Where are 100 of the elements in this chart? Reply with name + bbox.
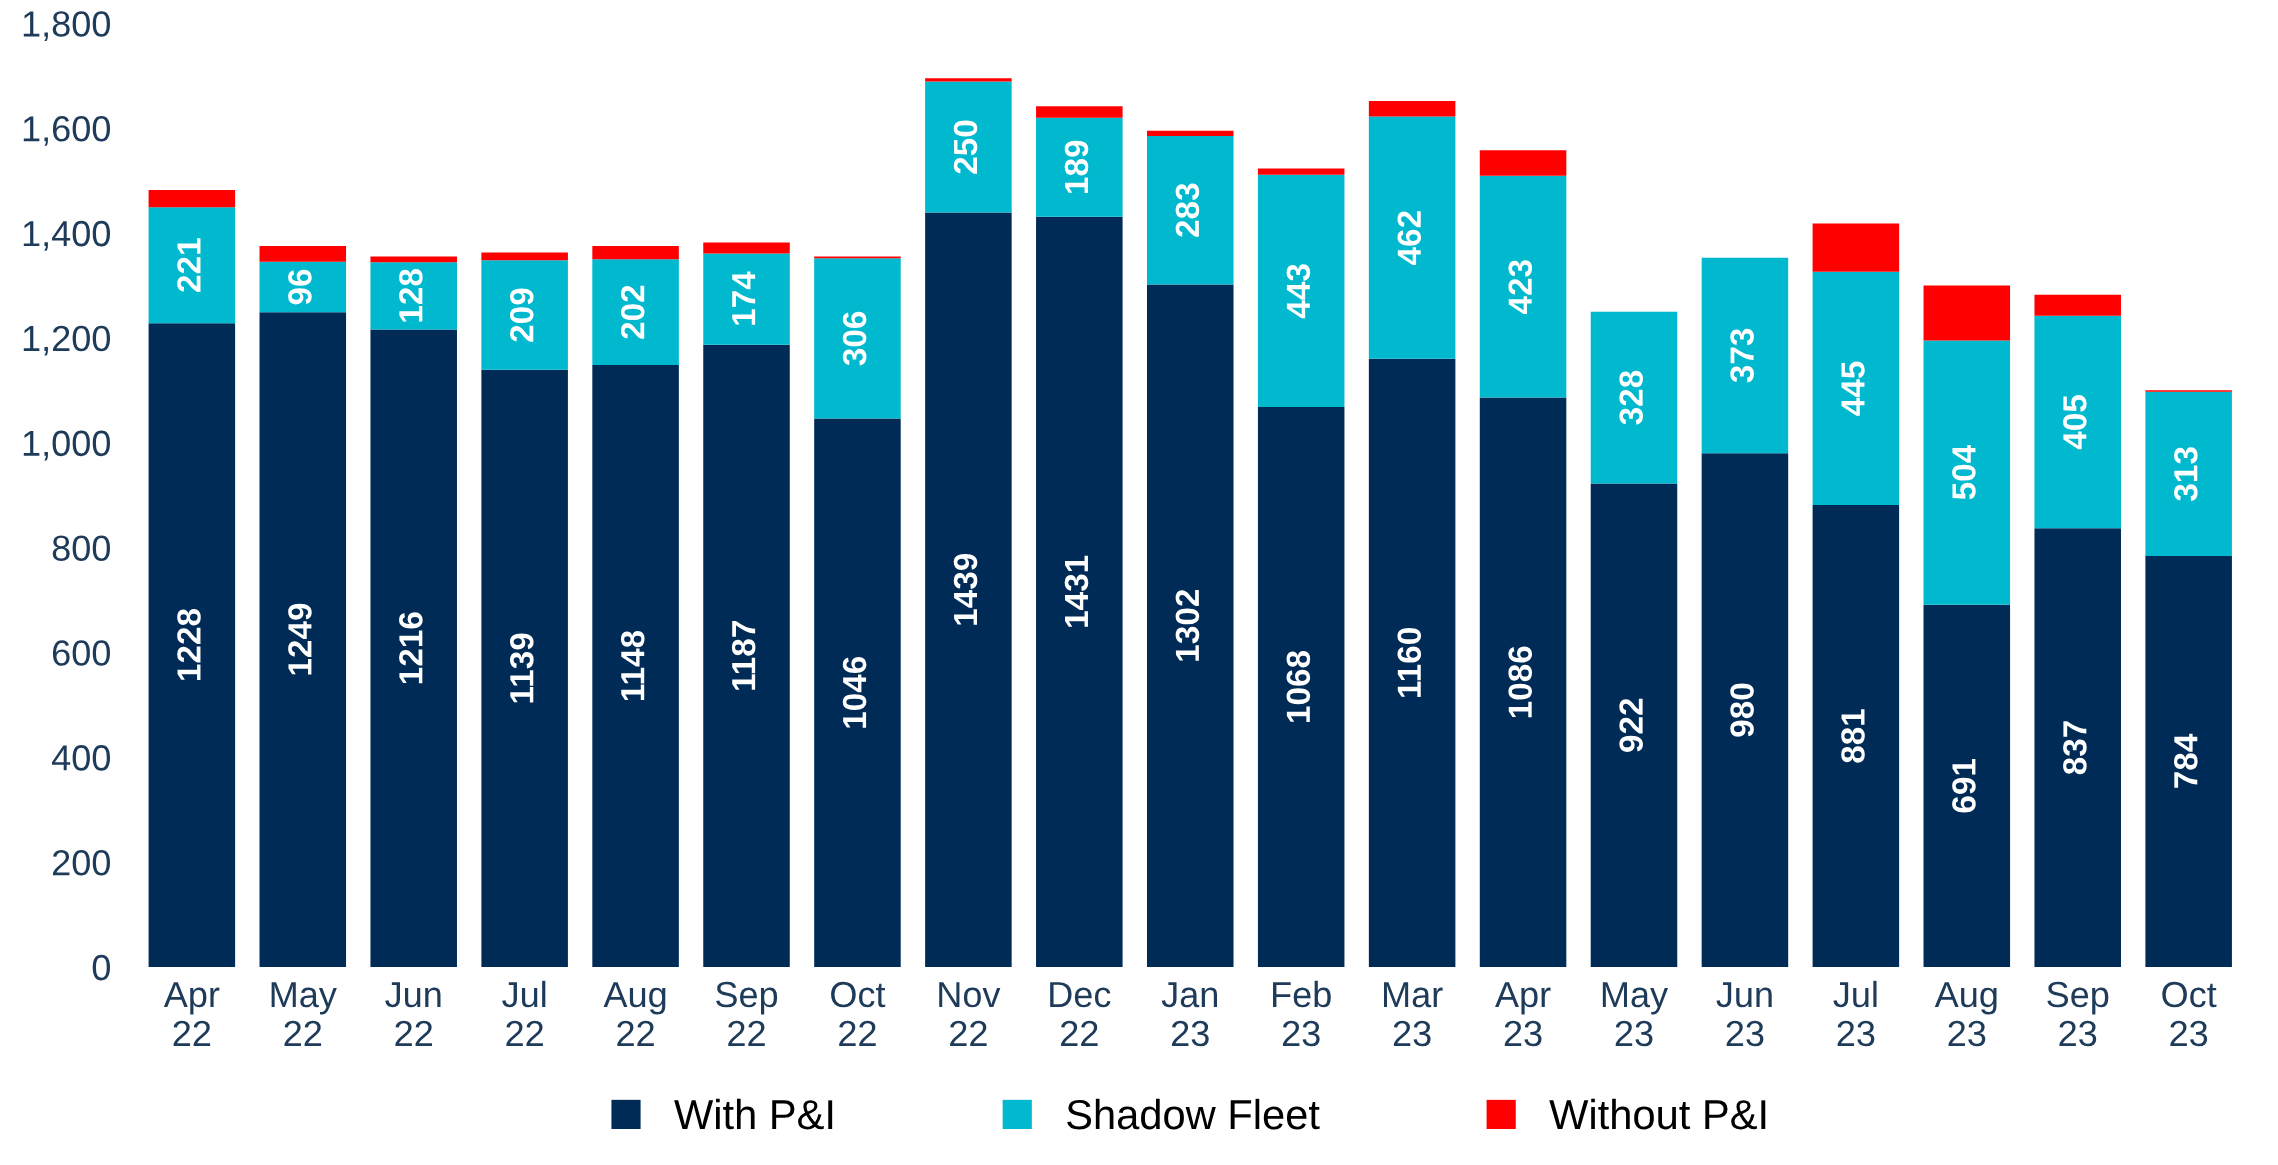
y-tick-label: 1,000 bbox=[23, 430, 110, 461]
bar bbox=[481, 369, 568, 967]
data-label: 96 bbox=[288, 269, 312, 305]
bar bbox=[1479, 175, 1567, 398]
bar bbox=[1257, 407, 1345, 967]
y-tick-label: 1,600 bbox=[23, 116, 110, 146]
data-label: 1431 bbox=[1064, 555, 1089, 627]
bar bbox=[148, 207, 236, 324]
x-tick-label: Sep 23 bbox=[2047, 981, 2109, 1047]
x-tick-label: Oct 22 bbox=[831, 981, 886, 1046]
bar bbox=[2034, 528, 2121, 967]
bar bbox=[1368, 100, 1456, 117]
x-tick-label: Apr 23 bbox=[1495, 982, 1551, 1047]
y-tick-label: 1,400 bbox=[23, 220, 110, 251]
data-label: 1228 bbox=[177, 609, 201, 681]
x-tick-label: May 22 bbox=[271, 982, 337, 1046]
bar bbox=[370, 329, 457, 967]
bar bbox=[1368, 116, 1456, 359]
y-tick-label: 800 bbox=[52, 535, 110, 561]
bar bbox=[592, 246, 679, 260]
bar bbox=[1812, 505, 1900, 967]
data-label: 221 bbox=[177, 238, 201, 292]
bar bbox=[1036, 117, 1123, 217]
data-label: 462 bbox=[1397, 211, 1422, 266]
bar bbox=[2034, 315, 2121, 529]
bar bbox=[1479, 397, 1567, 967]
data-label: 443 bbox=[1286, 264, 1311, 319]
x-tick-label: Mar 23 bbox=[1383, 982, 1443, 1047]
legend-label: Without P&I bbox=[1549, 1098, 1766, 1130]
data-label: 250 bbox=[953, 120, 978, 174]
y-tick-label: 600 bbox=[52, 640, 110, 666]
x-tick-label: Jan 23 bbox=[1161, 982, 1218, 1047]
bar bbox=[1146, 284, 1234, 967]
data-label: 373 bbox=[1730, 328, 1754, 383]
bar bbox=[1036, 106, 1123, 118]
data-label: 784 bbox=[2174, 733, 2198, 788]
data-label: 881 bbox=[1841, 709, 1865, 763]
bar bbox=[1146, 130, 1234, 137]
x-tick-label: Jul 22 bbox=[502, 980, 546, 1046]
bar bbox=[1701, 453, 1789, 967]
bar bbox=[1812, 271, 1900, 506]
bar bbox=[1923, 340, 2011, 605]
x-tick-label: Aug 23 bbox=[1934, 982, 1997, 1047]
bar bbox=[814, 258, 901, 419]
data-label: 1148 bbox=[620, 630, 645, 701]
bar bbox=[1590, 483, 1678, 967]
data-label: 128 bbox=[399, 269, 423, 322]
bar bbox=[814, 418, 901, 967]
bar bbox=[925, 78, 1012, 82]
x-tick-label: Jun 22 bbox=[385, 982, 441, 1046]
bar bbox=[2145, 555, 2232, 967]
bar bbox=[703, 253, 790, 345]
x-tick-label: Nov 22 bbox=[939, 982, 1001, 1046]
bar bbox=[1701, 257, 1789, 454]
data-label: 980 bbox=[1730, 683, 1754, 737]
data-label: 691 bbox=[1952, 758, 1976, 813]
x-tick-label: Apr 22 bbox=[163, 982, 220, 1046]
bar bbox=[370, 262, 457, 330]
bar bbox=[1590, 311, 1678, 484]
legend-label: With P&I bbox=[674, 1098, 833, 1130]
data-label: 837 bbox=[2063, 721, 2087, 775]
data-label: 1187 bbox=[731, 621, 756, 690]
data-label: 1086 bbox=[1508, 646, 1532, 718]
bar bbox=[1812, 223, 1900, 272]
x-tick-label: May 23 bbox=[1602, 982, 1669, 1047]
bar bbox=[703, 344, 790, 967]
data-label: 1046 bbox=[842, 656, 867, 728]
bar bbox=[592, 365, 679, 967]
bar bbox=[925, 81, 1012, 213]
x-tick-label: Jun 23 bbox=[1716, 982, 1772, 1047]
data-label: 283 bbox=[1175, 183, 1200, 237]
bar bbox=[2145, 391, 2232, 556]
data-label: 174 bbox=[732, 271, 756, 325]
x-tick-label: Aug 22 bbox=[603, 982, 666, 1046]
bar bbox=[259, 246, 347, 262]
y-tick-label: 0 bbox=[92, 954, 110, 981]
legend-label: Shadow Fleet bbox=[1067, 1098, 1320, 1130]
x-tick-label: Oct 23 bbox=[2162, 981, 2217, 1047]
data-label: 405 bbox=[2063, 395, 2087, 450]
data-label: 1216 bbox=[399, 612, 423, 684]
bar bbox=[481, 260, 568, 370]
data-label: 1139 bbox=[510, 633, 534, 703]
data-label: 1160 bbox=[1397, 628, 1422, 697]
bar bbox=[1923, 604, 2011, 967]
y-tick-label: 1,200 bbox=[23, 325, 110, 356]
bar bbox=[1923, 285, 2011, 341]
bar bbox=[1479, 150, 1567, 176]
data-label: 209 bbox=[510, 288, 534, 342]
data-label: 313 bbox=[2174, 447, 2198, 501]
bar bbox=[1146, 136, 1234, 285]
x-tick-label: Dec 22 bbox=[1050, 982, 1111, 1046]
data-label: 1068 bbox=[1286, 650, 1311, 722]
bar bbox=[925, 212, 1012, 967]
data-label: 328 bbox=[1619, 370, 1643, 425]
bar bbox=[259, 312, 347, 967]
data-label: 504 bbox=[1952, 444, 1976, 500]
data-label: 922 bbox=[1619, 698, 1643, 752]
bar bbox=[703, 242, 790, 254]
x-tick-label: Feb 23 bbox=[1273, 980, 1331, 1047]
y-tick-label: 200 bbox=[52, 849, 110, 876]
